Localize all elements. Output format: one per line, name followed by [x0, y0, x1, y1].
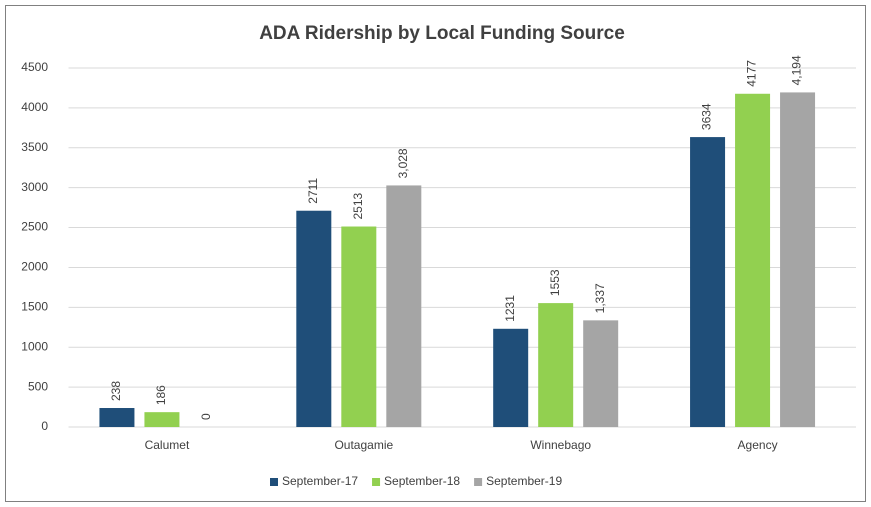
legend-label: September-18 — [384, 474, 460, 488]
data-label: 1553 — [548, 269, 562, 296]
data-label: 1231 — [503, 295, 517, 322]
chart-title: ADA Ridership by Local Funding Source — [259, 23, 625, 44]
bar — [735, 93, 771, 427]
y-tick-label: 3000 — [21, 180, 48, 194]
data-label: 3,028 — [396, 148, 410, 178]
x-tick-label: Agency — [738, 438, 778, 452]
y-tick-label: 1500 — [21, 300, 48, 314]
y-tick-label: 0 — [41, 419, 48, 433]
data-label: 2513 — [351, 192, 365, 219]
data-label: 1,337 — [593, 283, 607, 313]
y-tick-label: 2500 — [21, 220, 48, 234]
bar — [690, 137, 726, 427]
legend-swatch — [372, 478, 381, 486]
bar — [583, 320, 619, 427]
y-tick-label: 2000 — [21, 260, 48, 274]
bar — [144, 412, 180, 427]
bar — [780, 92, 816, 428]
y-tick-label: 1000 — [21, 339, 48, 353]
data-label: 3634 — [700, 103, 714, 130]
x-tick-label: Calumet — [145, 438, 190, 452]
bar — [99, 408, 135, 427]
y-tick-label: 3500 — [21, 140, 48, 154]
data-label: 238 — [109, 381, 123, 401]
bar — [386, 185, 422, 427]
bar — [296, 210, 332, 427]
bar — [493, 328, 529, 427]
data-label: 4177 — [745, 60, 759, 87]
y-tick-label: 500 — [28, 379, 48, 393]
data-label: 4,194 — [790, 55, 804, 85]
data-label: 2711 — [306, 178, 320, 204]
x-tick-label: Outagamie — [334, 438, 393, 452]
data-label: 0 — [199, 413, 213, 420]
data-label: 186 — [154, 385, 168, 405]
y-tick-label: 4000 — [21, 100, 48, 114]
legend-label: September-19 — [486, 474, 562, 488]
bar — [538, 303, 574, 427]
y-tick-label: 4500 — [21, 60, 48, 74]
legend-swatch — [474, 478, 483, 486]
bar — [341, 226, 377, 427]
legend-label: September-17 — [282, 474, 358, 488]
x-tick-label: Winnebago — [530, 438, 591, 452]
legend-swatch — [270, 478, 278, 486]
